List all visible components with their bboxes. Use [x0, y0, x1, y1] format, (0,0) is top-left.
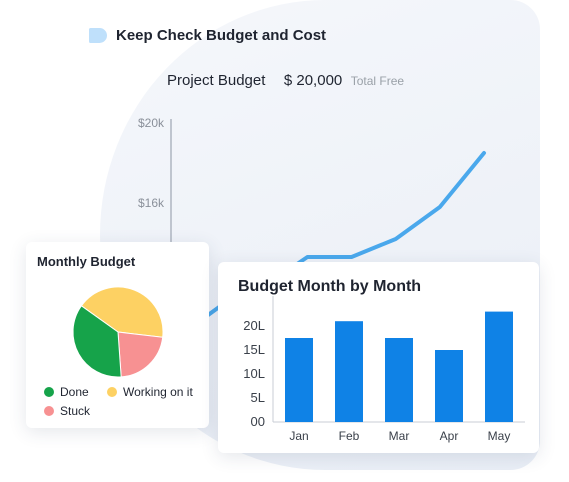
project-budget-row: Project Budget $ 20,000 Total Free: [167, 72, 404, 90]
legend-item-stuck: Stuck: [44, 404, 90, 418]
bar-chart-y-tick: 20L: [243, 318, 265, 333]
budget-month-card: Budget Month by Month 20L 15L 10L 5L 00 Jan Fe…: [218, 262, 539, 453]
bar-chart-x-tick: Apr: [440, 429, 459, 443]
budget-month-title: Budget Month by Month: [238, 278, 422, 295]
header-title: Keep Check Budget and Cost: [116, 27, 327, 44]
legend-label-working: Working on it: [123, 385, 193, 399]
budget-month-bar-chart: 20L 15L 10L 5L 00 Jan Feb Mar Apr May: [243, 296, 525, 443]
legend-dot-done: [44, 387, 54, 397]
bar-chart-x-tick: Jan: [289, 429, 308, 443]
legend-dot-stuck: [44, 406, 54, 416]
bar-may: [485, 311, 513, 422]
legend-label-done: Done: [60, 385, 89, 399]
bar-feb: [335, 321, 363, 422]
monthly-budget-pie: [72, 286, 164, 378]
legend-item-done: Done: [44, 385, 89, 399]
pie-slice-done: [72, 305, 122, 378]
bar-mar: [385, 338, 413, 422]
monthly-budget-card: Monthly Budget Done Working on it Stuck: [26, 242, 209, 428]
tag-icon: [89, 28, 107, 43]
pie-slice-working-on-it: [80, 286, 164, 338]
pie-slice-stuck: [117, 331, 164, 378]
legend-dot-working: [107, 387, 117, 397]
bar-chart-x-tick: Feb: [339, 429, 360, 443]
bar-chart-y-tick: 5L: [251, 390, 265, 405]
bar-jan: [285, 338, 313, 422]
bar-chart-x-tick: May: [488, 429, 511, 443]
project-budget-amount: $ 20,000: [283, 72, 343, 89]
bar-chart-y-tick: 00: [251, 414, 265, 429]
project-budget-label: Project Budget: [167, 72, 266, 89]
legend-item-working: Working on it: [107, 385, 193, 399]
line-chart-y-tick: $16k: [138, 196, 165, 210]
project-budget-note: Total Free: [350, 74, 405, 88]
bar-chart-y-tick: 10L: [243, 366, 265, 381]
line-chart-y-tick: $20k: [138, 116, 165, 130]
bar-apr: [435, 350, 463, 422]
monthly-budget-title: Monthly Budget: [37, 254, 136, 269]
bar-chart-y-tick: 15L: [243, 342, 265, 357]
bar-chart-x-tick: Mar: [389, 429, 410, 443]
legend-label-stuck: Stuck: [60, 404, 91, 418]
